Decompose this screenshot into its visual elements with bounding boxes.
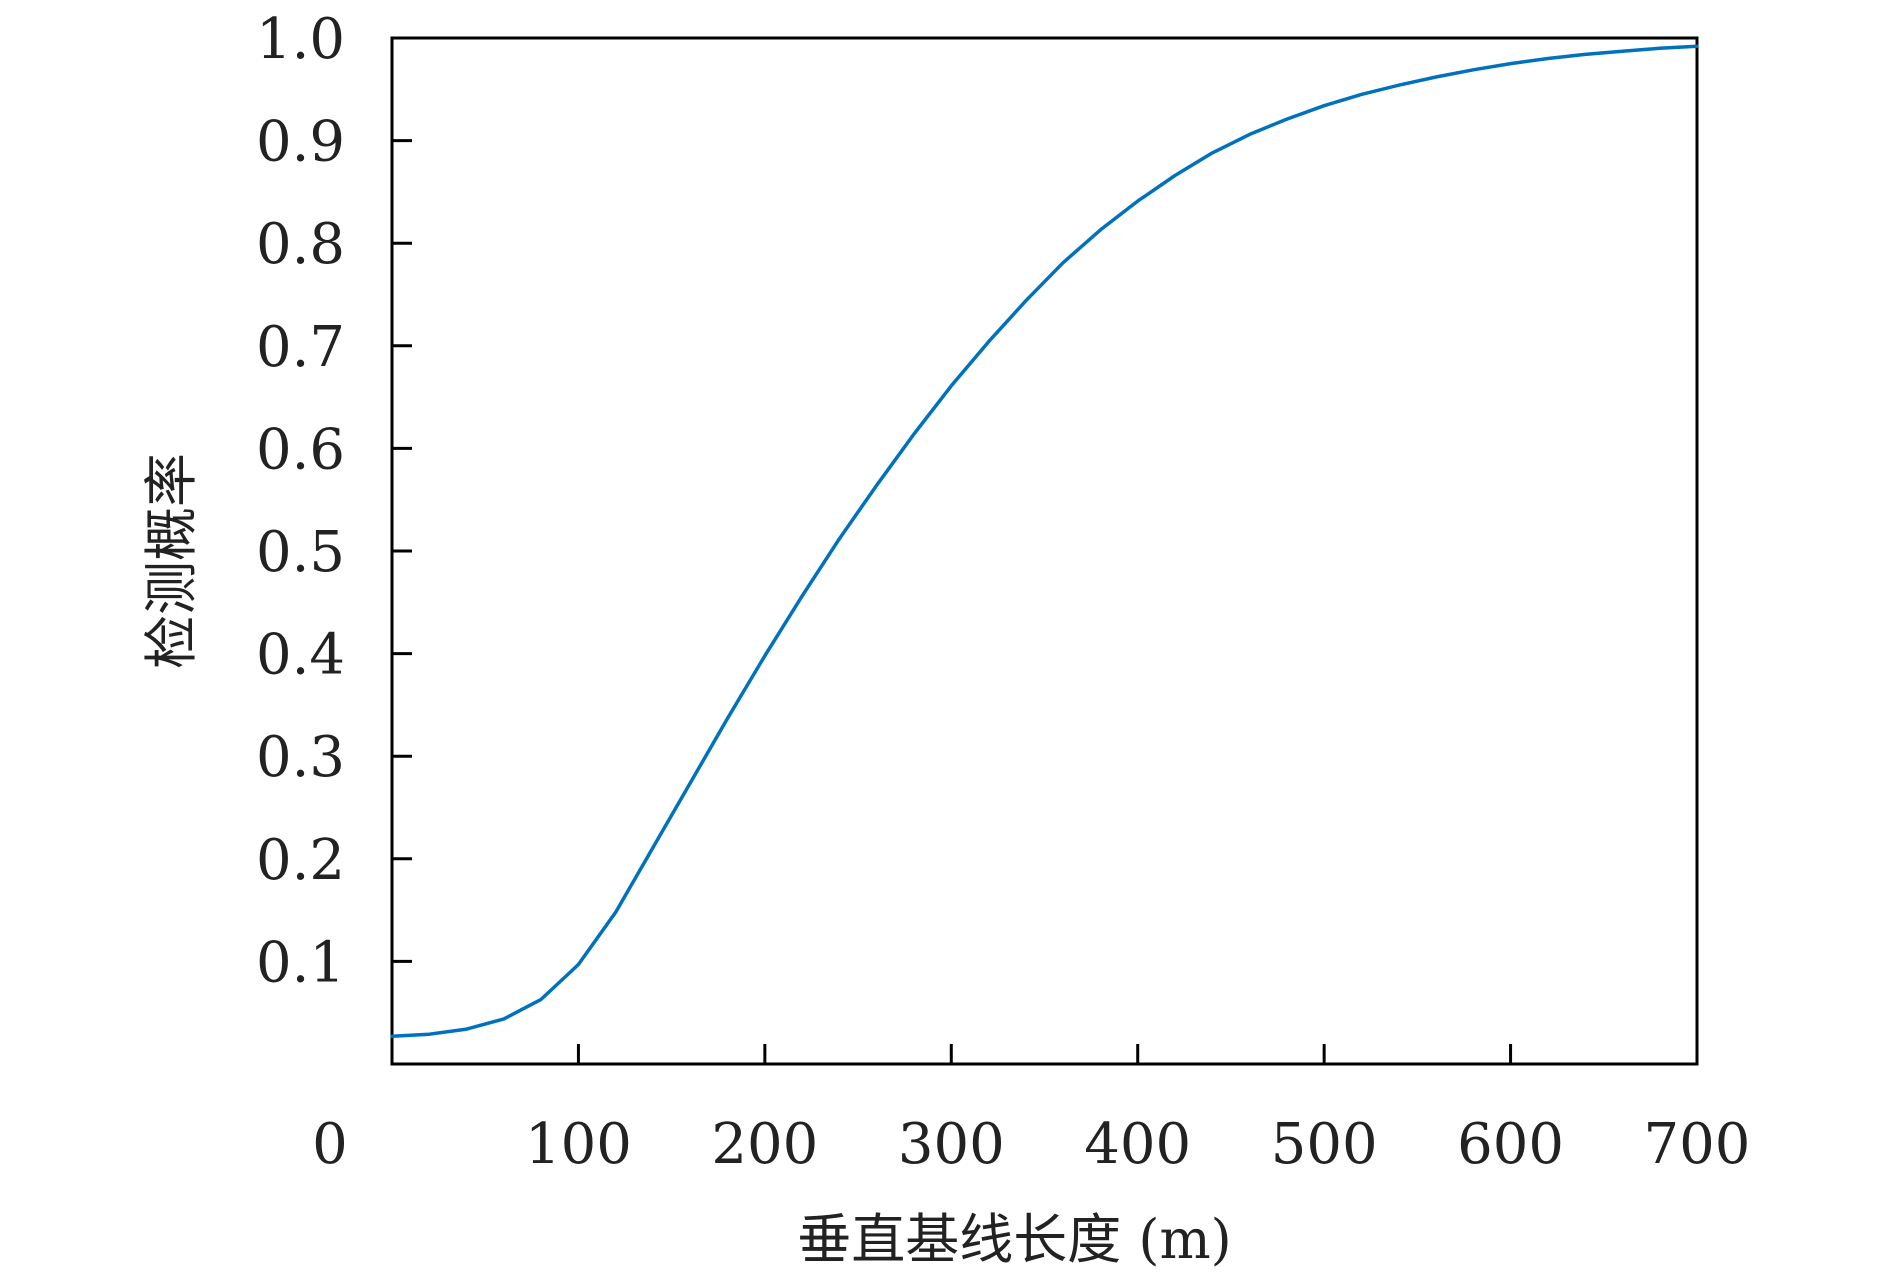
y-tick-label: 0.1 xyxy=(256,930,345,995)
x-axis-title: 垂直基线长度 (m) xyxy=(797,1208,1232,1271)
y-tick-label: 0.6 xyxy=(256,417,345,482)
x-tick-label: 100 xyxy=(525,1112,632,1177)
y-tick-label: 0.4 xyxy=(256,623,345,688)
y-axis-title: 检测概率 xyxy=(140,453,203,669)
y-axis-ticks: 0.1 0.2 0.3 0.4 0.5 0.6 0.7 0.8 0.9 1.0 xyxy=(256,7,412,995)
y-tick-label: 0.2 xyxy=(256,828,345,893)
x-tick-label: 200 xyxy=(711,1112,818,1177)
y-tick-label: 1.0 xyxy=(256,7,345,72)
y-tick-label: 0.9 xyxy=(256,110,345,175)
y-tick-label: 0.5 xyxy=(256,520,345,585)
x-axis-ticks: 0 100 200 300 400 500 600 700 xyxy=(312,1044,1750,1177)
plot-frame xyxy=(390,36,1699,1066)
series-line xyxy=(390,44,1699,1039)
y-tick-label: 0.7 xyxy=(256,315,345,380)
x-tick-label: 0 xyxy=(312,1112,348,1177)
y-tick-label: 0.3 xyxy=(256,725,345,790)
x-tick-label: 500 xyxy=(1271,1112,1378,1177)
plot-area xyxy=(390,36,1699,1066)
x-tick-label: 600 xyxy=(1457,1112,1564,1177)
x-tick-label: 300 xyxy=(898,1112,1005,1177)
series-layer xyxy=(390,44,1699,1039)
x-tick-label: 700 xyxy=(1644,1112,1751,1177)
x-tick-label: 400 xyxy=(1084,1112,1191,1177)
y-tick-label: 0.8 xyxy=(256,212,345,277)
